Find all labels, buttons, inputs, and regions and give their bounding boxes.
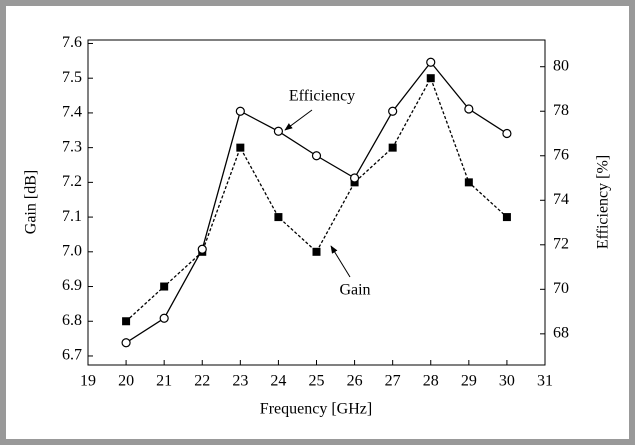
y-axis-label: Gain [dB] bbox=[23, 170, 40, 234]
y2-tick-label: 76 bbox=[553, 146, 569, 163]
y-tick-label: 7.4 bbox=[62, 104, 82, 121]
y2-tick-label: 78 bbox=[553, 102, 569, 119]
x-tick-label: 19 bbox=[80, 373, 96, 390]
x-tick-label: 23 bbox=[232, 373, 248, 390]
marker bbox=[122, 317, 131, 326]
marker bbox=[235, 106, 245, 116]
marker bbox=[160, 282, 169, 291]
x-tick-label: 25 bbox=[309, 373, 325, 390]
marker bbox=[502, 213, 511, 222]
y2-tick-label: 70 bbox=[553, 280, 569, 297]
annotation: Gain bbox=[339, 282, 370, 299]
series-line bbox=[125, 76, 508, 322]
marker bbox=[464, 104, 474, 114]
x-tick-label: 22 bbox=[194, 373, 210, 390]
marker bbox=[502, 128, 512, 139]
marker bbox=[311, 151, 322, 161]
x-tick-label: 26 bbox=[347, 373, 363, 390]
marker bbox=[426, 57, 436, 67]
y-tick-label: 6.9 bbox=[62, 277, 82, 294]
y2-tick-label: 80 bbox=[553, 57, 569, 74]
y2-axis-label: Efficiency [%] bbox=[595, 155, 612, 249]
marker bbox=[388, 106, 398, 116]
annotation: Efficiency bbox=[289, 88, 355, 105]
x-tick-label: 29 bbox=[461, 373, 477, 390]
marker bbox=[312, 247, 321, 256]
marker bbox=[426, 74, 435, 83]
marker bbox=[464, 178, 473, 187]
x-tick-label: 21 bbox=[156, 373, 172, 390]
marker bbox=[388, 143, 397, 152]
y2-tick-label: 72 bbox=[553, 235, 569, 252]
y-tick-label: 7.6 bbox=[62, 34, 82, 51]
x-tick-label: 20 bbox=[118, 373, 134, 390]
annotation-arrow bbox=[330, 245, 351, 278]
y-tick-label: 7.1 bbox=[62, 208, 82, 225]
y2-tick-label: 68 bbox=[553, 325, 569, 342]
marker bbox=[273, 126, 284, 136]
y-tick-label: 7.2 bbox=[62, 173, 82, 190]
x-tick-label: 28 bbox=[423, 373, 439, 390]
x-tick-label: 30 bbox=[499, 373, 515, 390]
x-axis-label: Frequency [GHz] bbox=[260, 401, 372, 418]
x-tick-label: 24 bbox=[270, 373, 286, 390]
y-tick-label: 7.0 bbox=[62, 242, 82, 259]
y-tick-label: 6.7 bbox=[62, 347, 82, 364]
marker bbox=[197, 244, 207, 254]
marker bbox=[236, 143, 245, 152]
x-tick-label: 31 bbox=[537, 373, 553, 390]
marker bbox=[121, 338, 131, 348]
marker bbox=[159, 313, 169, 323]
annotation-arrow bbox=[284, 109, 313, 131]
y-tick-label: 7.5 bbox=[62, 69, 82, 86]
y-tick-label: 7.3 bbox=[62, 138, 82, 155]
x-tick-label: 27 bbox=[385, 373, 401, 390]
marker bbox=[349, 173, 360, 183]
y2-tick-label: 74 bbox=[553, 191, 569, 208]
marker bbox=[274, 213, 283, 222]
y-tick-label: 6.8 bbox=[62, 312, 82, 329]
